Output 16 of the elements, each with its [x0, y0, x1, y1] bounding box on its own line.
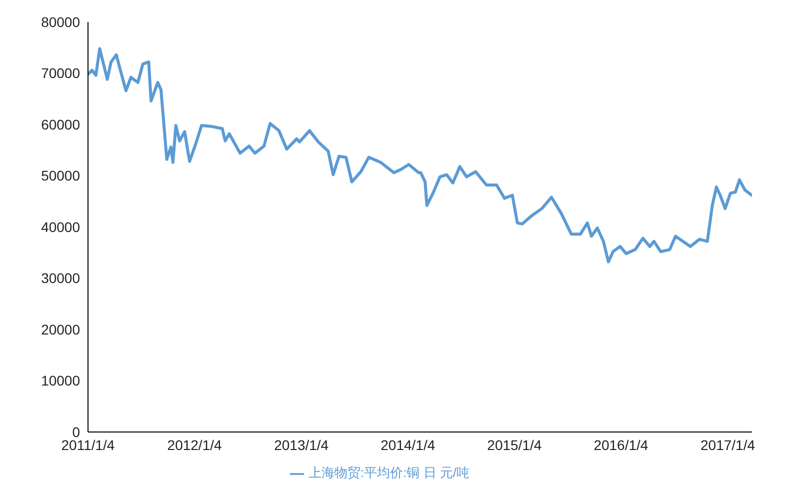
- y-tick-label: 40000: [41, 218, 80, 235]
- x-tick-label: 2016/1/4: [594, 436, 648, 453]
- y-tick-label: 60000: [41, 116, 80, 132]
- y-tick-label: 30000: [41, 270, 80, 286]
- x-tick-label: 2013/1/4: [274, 436, 329, 453]
- legend-label: 上海物贸:平均价:铜 日 元/吨: [308, 465, 470, 480]
- x-tick-label: 2017/1/4: [700, 436, 756, 453]
- y-tick-label: 70000: [41, 65, 80, 82]
- y-tick-label: 50000: [41, 168, 80, 184]
- y-tick-label: 80000: [41, 14, 80, 30]
- y-tick-label: 20000: [41, 321, 80, 338]
- line-series: [88, 47, 752, 264]
- x-tick-label: 2014/1/4: [380, 436, 436, 453]
- x-tick-label: 2015/1/4: [487, 436, 542, 453]
- y-tick-label: 10000: [41, 372, 80, 389]
- x-tick-label: 2012/1/4: [167, 436, 222, 453]
